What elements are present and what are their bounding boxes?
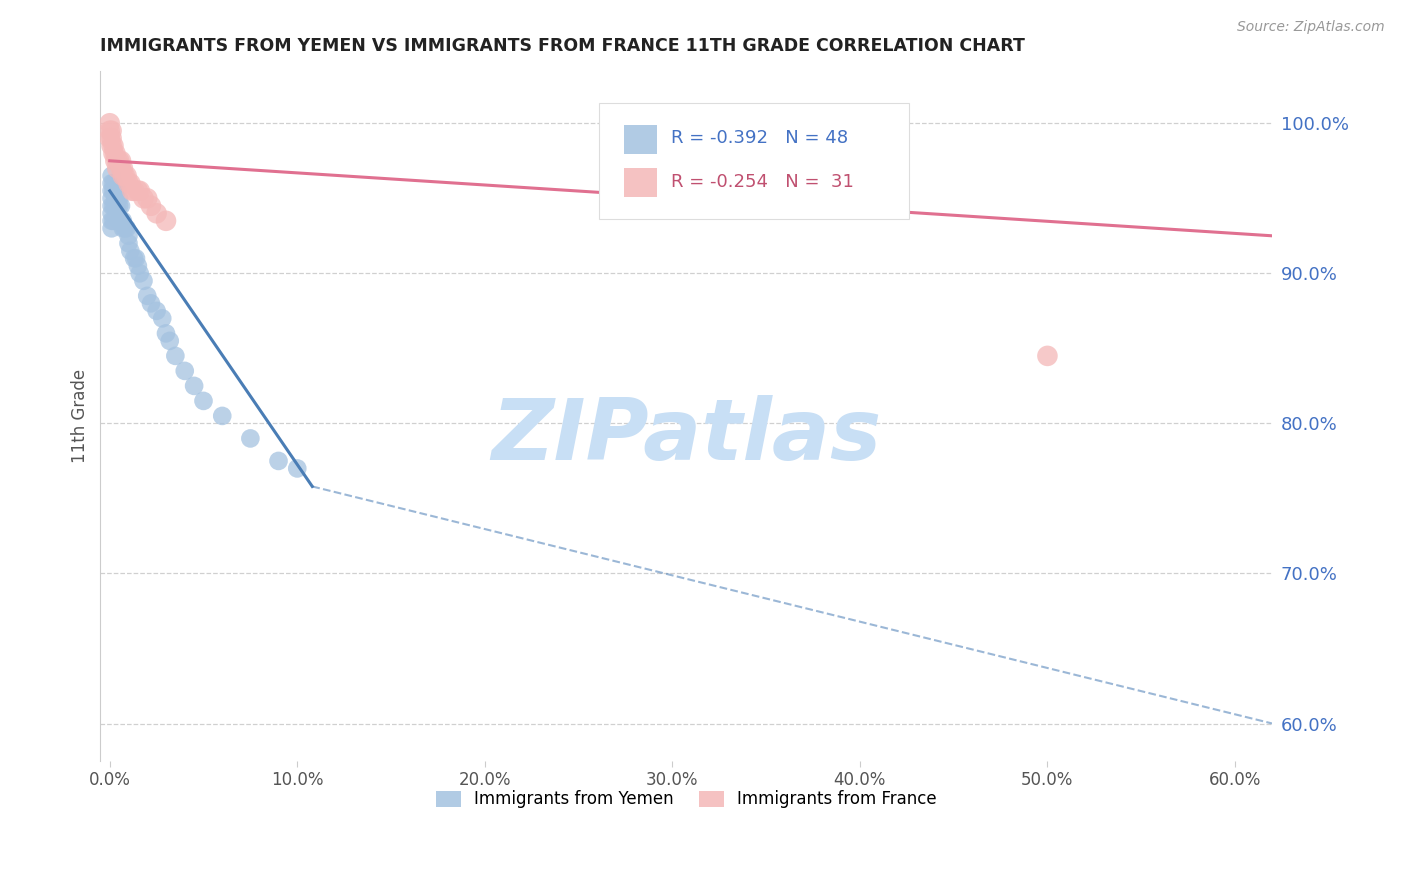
Point [104, 146, 127, 161]
Point [111, 214, 134, 228]
Point [100, 176, 122, 190]
Point [136, 191, 159, 205]
Point [150, 311, 173, 326]
Point [155, 326, 177, 341]
Point [128, 184, 150, 198]
Point [117, 228, 139, 243]
Point [132, 191, 155, 205]
Point [105, 184, 128, 198]
Point [105, 199, 128, 213]
Point [267, 454, 290, 468]
Text: R = -0.254   N =  31: R = -0.254 N = 31 [671, 173, 853, 191]
Point [132, 274, 155, 288]
Point [103, 199, 125, 213]
Bar [624, 168, 657, 197]
FancyBboxPatch shape [599, 103, 910, 219]
Point [103, 138, 125, 153]
Point [122, 184, 145, 198]
Text: R = -0.392   N = 48: R = -0.392 N = 48 [671, 129, 848, 147]
Point [100, 169, 122, 183]
Point [110, 161, 132, 176]
Point [193, 393, 215, 408]
Point [139, 199, 162, 213]
Point [121, 184, 143, 198]
Text: Source: ZipAtlas.com: Source: ZipAtlas.com [1237, 20, 1385, 34]
Legend: Immigrants from Yemen, Immigrants from France: Immigrants from Yemen, Immigrants from F… [429, 783, 943, 815]
Bar [624, 125, 657, 153]
Point [100, 131, 122, 145]
Point [117, 176, 139, 190]
Point [104, 191, 127, 205]
Point [127, 259, 149, 273]
Point [120, 176, 142, 190]
Point [103, 146, 125, 161]
Point [103, 214, 125, 228]
Point [139, 296, 162, 310]
Point [145, 303, 167, 318]
Point [128, 266, 150, 280]
Point [103, 184, 125, 198]
Point [100, 138, 122, 153]
Point [183, 379, 205, 393]
Point [100, 214, 122, 228]
Point [115, 169, 138, 183]
Point [100, 124, 122, 138]
Point [110, 153, 132, 168]
Point [98, 116, 121, 130]
Point [211, 409, 233, 423]
Text: IMMIGRANTS FROM YEMEN VS IMMIGRANTS FROM FRANCE 11TH GRADE CORRELATION CHART: IMMIGRANTS FROM YEMEN VS IMMIGRANTS FROM… [100, 37, 1025, 55]
Point [105, 153, 128, 168]
Point [165, 349, 187, 363]
Point [122, 252, 145, 266]
Point [155, 214, 177, 228]
Point [98, 131, 121, 145]
Point [108, 191, 131, 205]
Point [120, 244, 142, 258]
Point [104, 199, 127, 213]
Point [100, 184, 122, 198]
Point [117, 236, 139, 251]
Point [136, 289, 159, 303]
Point [108, 214, 131, 228]
Point [108, 153, 131, 168]
Point [98, 124, 121, 138]
Point [103, 176, 125, 190]
Point [110, 199, 132, 213]
Point [111, 169, 134, 183]
Point [108, 199, 131, 213]
Point [239, 432, 262, 446]
Point [115, 221, 138, 235]
Point [100, 206, 122, 220]
Point [285, 461, 308, 475]
Point [100, 191, 122, 205]
Point [100, 199, 122, 213]
Point [173, 364, 195, 378]
Y-axis label: 11th Grade: 11th Grade [72, 369, 89, 463]
Point [125, 252, 148, 266]
Point [127, 184, 149, 198]
Point [104, 184, 127, 198]
Point [114, 221, 136, 235]
Point [159, 334, 181, 348]
Point [110, 214, 132, 228]
Point [100, 221, 122, 235]
Point [105, 161, 128, 176]
Point [104, 153, 127, 168]
Point [111, 221, 134, 235]
Point [1036, 349, 1059, 363]
Point [111, 161, 134, 176]
Point [114, 169, 136, 183]
Text: ZIPatlas: ZIPatlas [491, 395, 882, 478]
Point [145, 206, 167, 220]
